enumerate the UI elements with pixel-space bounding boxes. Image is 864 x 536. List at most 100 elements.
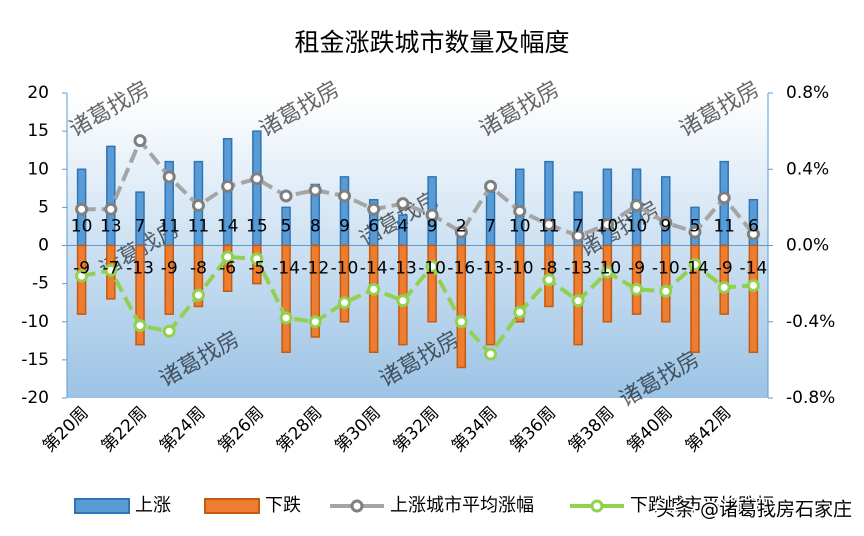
bar [368, 244, 379, 353]
x-tick-label: 第30周 [331, 403, 384, 456]
data-label: -16 [447, 259, 475, 279]
line-marker [279, 311, 293, 325]
bar [164, 244, 174, 315]
line-marker [75, 269, 89, 283]
line-marker [250, 172, 264, 186]
x-tick-label: 第32周 [390, 403, 443, 456]
data-label: 6 [748, 217, 759, 237]
line-marker [659, 216, 673, 230]
bar [310, 244, 321, 338]
line-marker [571, 229, 585, 243]
line-marker [308, 315, 322, 329]
line-marker [250, 252, 264, 266]
data-label: -8 [540, 259, 557, 279]
line-marker [513, 204, 527, 218]
line-marker [396, 197, 410, 211]
y2-tick-label: 0.4% [786, 159, 829, 179]
y-tick-label: 0 [38, 236, 49, 256]
data-label: -13 [126, 259, 154, 279]
y-tick-label: 20 [27, 83, 49, 103]
y-tick-label: -15 [21, 350, 49, 370]
bar [135, 244, 145, 346]
bar [719, 244, 729, 315]
line-marker [746, 227, 760, 241]
bar [514, 244, 525, 323]
data-label: -9 [716, 259, 733, 279]
data-label: -14 [740, 259, 768, 279]
legend-marker [590, 499, 604, 513]
line-marker [484, 179, 498, 193]
credit: 头条 @诸葛找房石家庄 [656, 499, 852, 521]
x-tick-label: 第22周 [98, 403, 151, 456]
bar [631, 244, 642, 315]
line-marker [396, 294, 410, 308]
y2-tick-label: 0.8% [786, 83, 829, 103]
data-label: 9 [660, 217, 671, 237]
data-label: 11 [188, 217, 210, 237]
data-label: -14 [681, 259, 709, 279]
line-marker [659, 284, 673, 298]
line-marker [133, 134, 147, 148]
line-marker [367, 202, 381, 216]
line-marker [191, 288, 205, 302]
bar [427, 244, 437, 323]
line-marker [425, 208, 439, 222]
data-label: -9 [628, 259, 645, 279]
data-label: -8 [190, 259, 207, 279]
line-marker [104, 202, 118, 216]
data-label: -9 [73, 259, 90, 279]
line-marker [717, 280, 731, 294]
bar [602, 244, 613, 323]
line-marker [75, 202, 89, 216]
data-label: 7 [135, 217, 146, 237]
line-marker [717, 191, 731, 205]
data-label: 10 [626, 217, 648, 237]
y2-tick-label: -0.8% [786, 388, 835, 408]
line-marker [542, 218, 556, 232]
data-label: -14 [272, 259, 300, 279]
line-marker [162, 170, 176, 184]
y2-tick-label: -0.4% [786, 312, 835, 332]
bar [456, 244, 467, 369]
line-marker [542, 273, 556, 287]
line-marker [630, 198, 644, 212]
y-tick-label: -20 [21, 388, 49, 408]
data-label: -13 [477, 259, 505, 279]
bar [748, 244, 759, 353]
line-marker [600, 265, 614, 279]
data-label: 5 [690, 217, 701, 237]
data-label: -13 [564, 259, 592, 279]
data-label: 2 [456, 217, 467, 237]
x-tick-label: 第26周 [214, 403, 267, 456]
data-label: 9 [339, 217, 350, 237]
line-marker [425, 259, 439, 273]
data-label: 15 [246, 217, 268, 237]
data-label: -10 [506, 259, 534, 279]
data-label: -9 [161, 259, 178, 279]
data-label: 7 [573, 217, 584, 237]
data-label: 13 [100, 217, 122, 237]
data-label: -6 [219, 259, 236, 279]
data-label: -10 [652, 259, 680, 279]
data-label: -10 [331, 259, 359, 279]
y-tick-label: 15 [27, 121, 49, 141]
line-marker [279, 189, 293, 203]
data-label: -12 [301, 259, 329, 279]
legend-label: 下跌城市平均跌幅 [630, 495, 774, 516]
line-marker [162, 324, 176, 338]
line-marker [513, 305, 527, 319]
data-label: 4 [397, 217, 408, 237]
line-marker [600, 218, 614, 232]
data-label: -10 [593, 259, 621, 279]
line-marker [454, 225, 468, 239]
bar [193, 244, 204, 308]
line-marker [454, 315, 468, 329]
x-tick-label: 第40周 [623, 403, 676, 456]
x-tick-label: 第20周 [39, 403, 92, 456]
line-marker [337, 189, 351, 203]
line-marker [746, 279, 760, 293]
legend-label: 上涨 [135, 495, 171, 516]
y-tick-label: 5 [38, 197, 49, 217]
